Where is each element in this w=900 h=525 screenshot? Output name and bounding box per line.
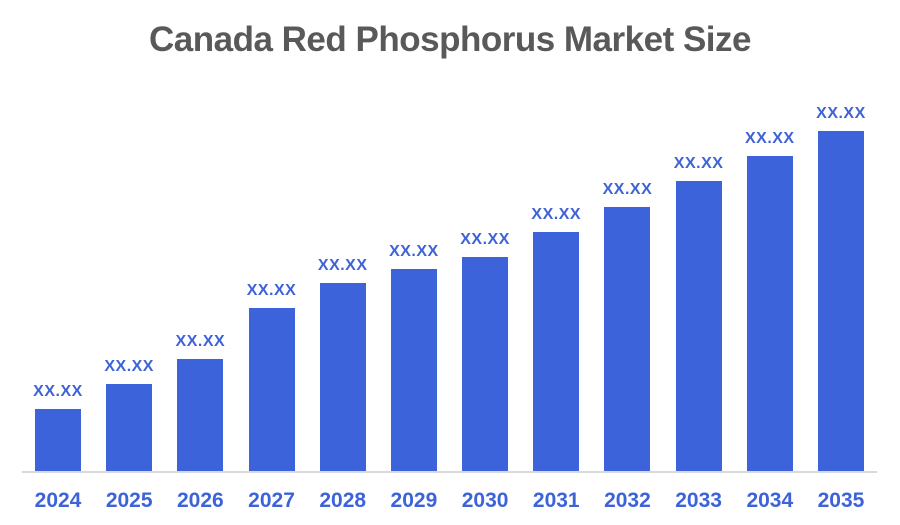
bar-value-label: XX.XX xyxy=(602,181,653,198)
plot-area: XX.XX 2024 XX.XX 2025 XX.XX 2026 XX.XX 2027 XX.X… xyxy=(22,90,877,512)
x-axis-label-2031: 2031 xyxy=(532,489,580,512)
bar-2031 xyxy=(533,232,580,472)
x-axis-label-2035: 2035 xyxy=(817,489,865,512)
chart-title: Canada Red Phosphorus Market Size xyxy=(149,20,751,59)
bar-value-label: XX.XX xyxy=(816,105,866,122)
x-axis-label-2026: 2026 xyxy=(177,489,224,512)
bar-2024 xyxy=(35,409,81,472)
bar-2028 xyxy=(319,283,366,472)
bar-value-label: XX.XX xyxy=(175,333,226,350)
bar-2026 xyxy=(177,359,224,472)
x-axis-label-2032: 2032 xyxy=(604,489,651,512)
bar-value-label: XX.XX xyxy=(33,383,83,400)
bar-2034 xyxy=(746,156,793,472)
bar-2035 xyxy=(817,131,864,472)
bar-value-label: XX.XX xyxy=(389,243,439,260)
x-axis-label-2024: 2024 xyxy=(34,489,82,512)
bar-2032 xyxy=(604,207,651,472)
bar-2033 xyxy=(675,181,722,472)
bar-value-label: XX.XX xyxy=(460,231,510,248)
x-axis-line xyxy=(22,471,877,473)
x-axis-label-2030: 2030 xyxy=(461,489,509,512)
bar-2030 xyxy=(462,257,509,472)
bar-2025 xyxy=(106,384,153,472)
bar-value-label: XX.XX xyxy=(744,130,795,147)
x-axis-label-2029: 2029 xyxy=(390,489,438,512)
bar-2027 xyxy=(248,308,295,472)
x-axis-label-2033: 2033 xyxy=(675,489,722,512)
bar-value-label: XX.XX xyxy=(246,282,297,299)
bar-value-label: XX.XX xyxy=(317,257,368,274)
x-axis-label-2027: 2027 xyxy=(248,489,295,512)
bar-2029 xyxy=(390,269,437,472)
x-axis-label-2028: 2028 xyxy=(319,489,367,512)
x-axis-label-2025: 2025 xyxy=(105,489,153,512)
bar-value-label: XX.XX xyxy=(531,206,582,223)
bar-value-label: XX.XX xyxy=(673,155,724,172)
bar-value-label: XX.XX xyxy=(104,358,154,375)
x-axis-label-2034: 2034 xyxy=(746,489,794,512)
